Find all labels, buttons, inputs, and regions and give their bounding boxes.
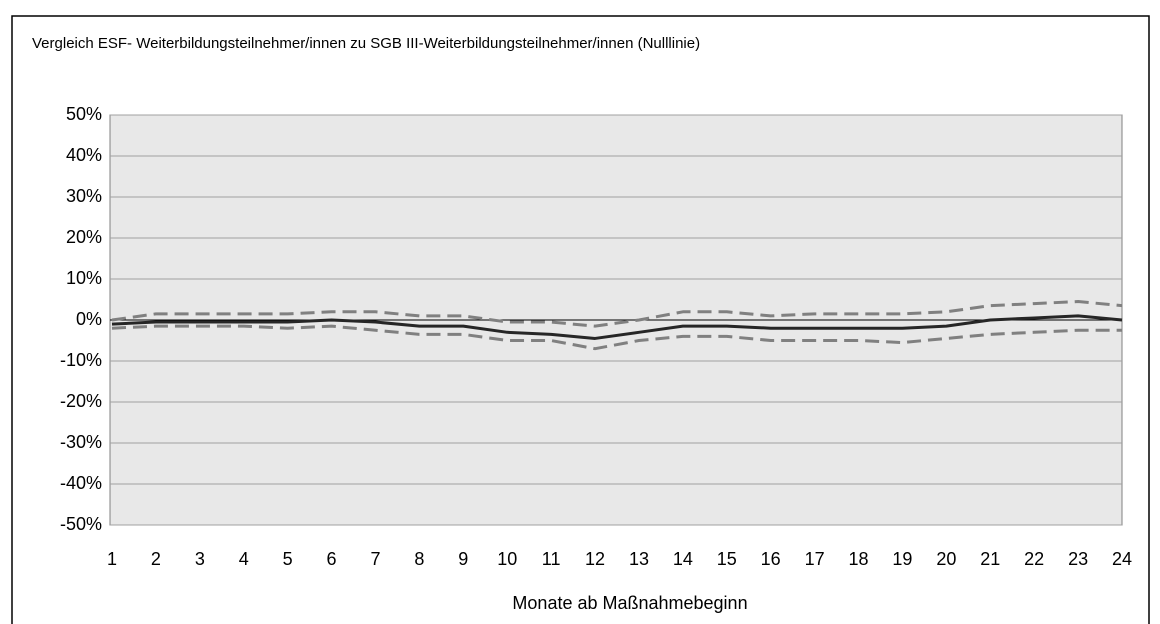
x-tick-label: 11 [542,549,561,569]
y-tick-label: 40% [66,145,102,165]
x-tick-label: 9 [458,549,468,569]
x-tick-label: 7 [370,549,380,569]
y-tick-label: -20% [60,391,102,411]
x-tick-label: 4 [239,549,249,569]
y-tick-label: -10% [60,350,102,370]
x-tick-label: 21 [980,549,1000,569]
y-tick-label: 10% [66,268,102,288]
series-line [111,314,1123,340]
y-tick-label: -30% [60,432,102,452]
x-tick-label: 1 [107,549,117,569]
x-tick-label: 13 [629,549,649,569]
x-tick-label: 2 [151,549,161,569]
x-tick-label: 12 [585,549,605,569]
y-tick-label: -50% [60,514,102,534]
x-tick-label: 18 [849,549,869,569]
x-tick-label: 20 [936,549,956,569]
x-tick-label: 22 [1024,549,1044,569]
x-tick-label: 3 [195,549,205,569]
y-tick-label: 20% [66,227,102,247]
x-tick-label: 8 [414,549,424,569]
x-tick-label: 10 [497,549,517,569]
x-axis-label: Monate ab Maßnahmebeginn [512,593,747,613]
x-tick-label: 19 [892,549,912,569]
series-line [111,300,1123,328]
y-tick-label: -40% [60,473,102,493]
x-tick-label: 5 [283,549,293,569]
x-tick-label: 15 [717,549,737,569]
x-tick-label: 16 [761,549,781,569]
y-tick-label: 50% [66,104,102,124]
x-tick-label: 24 [1112,549,1132,569]
x-tick-label: 23 [1068,549,1088,569]
y-tick-label: 0% [76,309,102,329]
x-tick-label: 14 [673,549,693,569]
series-line [111,324,1122,351]
x-tick-label: 6 [327,549,337,569]
chart-subtitle: Vergleich ESF- Weiterbildungsteilnehmer/… [32,35,700,52]
y-tick-label: 30% [66,186,102,206]
x-tick-label: 17 [805,549,825,569]
